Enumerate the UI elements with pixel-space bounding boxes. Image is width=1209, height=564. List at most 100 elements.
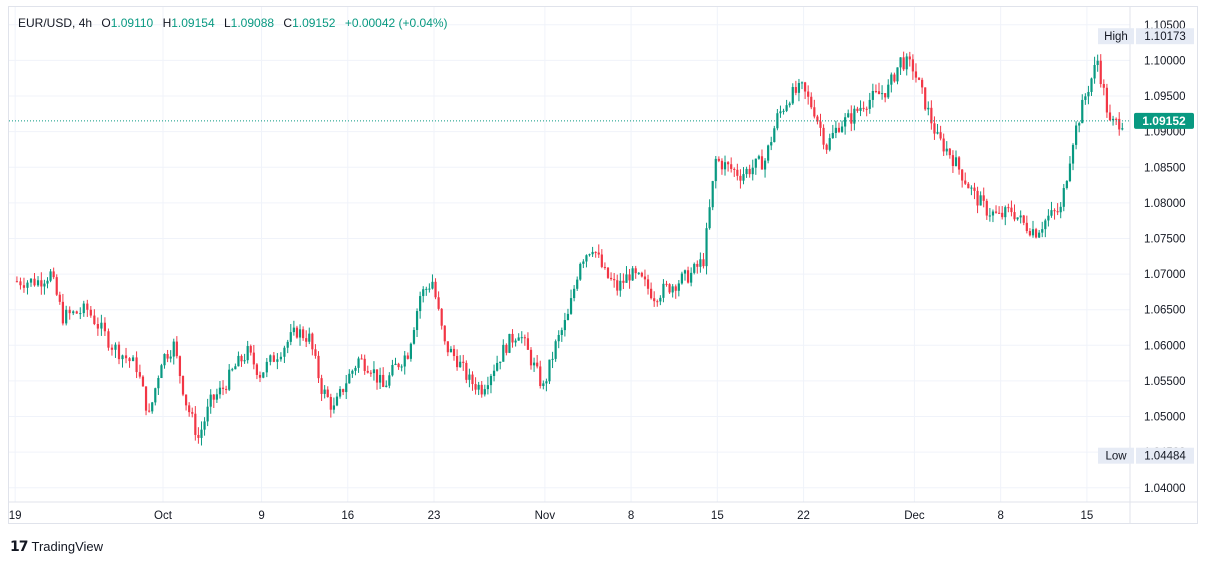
x-tick-label: 23 [428,510,441,522]
candle-body [372,369,376,374]
candle-body [455,356,459,368]
candle-body [788,103,791,106]
candle-body [311,333,314,350]
candle-body [114,344,117,350]
candle-body [597,252,600,255]
candle-body [862,107,865,109]
candle-body [1099,60,1102,85]
last-price-label: 1.09152 [1142,114,1186,128]
candle-body [178,356,182,377]
candle-body [954,157,958,167]
candle-body [1062,188,1065,207]
candle-body [415,311,419,331]
x-tick-label: 19 [9,510,22,522]
candle-body [1065,181,1068,189]
candle-body [184,394,188,406]
high-tag-label-bg [1098,28,1134,45]
candle-body [443,325,446,342]
legend-interval[interactable]: 4h [78,16,93,30]
candle-body [1013,212,1016,220]
legend-open-key: O [101,16,111,30]
candle-body [622,280,625,283]
legend-symbol[interactable]: EUR/USD [18,16,73,30]
candle-body [305,338,308,342]
candle-body [298,329,302,338]
candle-body [151,402,154,412]
candle-body [914,71,918,78]
candle-body [708,207,711,229]
candle-body [727,162,730,165]
candle-body [483,389,486,395]
candle-body [203,421,206,430]
candle-body [86,303,89,310]
candle-body [342,389,345,393]
legend-open: 1.09110 [110,16,154,30]
candle-body [289,332,292,342]
candle-body [1028,231,1032,236]
candle-body [1031,229,1035,236]
candle-body [1041,229,1044,233]
candle-body [468,374,471,380]
candle-body [874,90,878,92]
y-tick-label: 1.08500 [1144,162,1186,174]
x-tick-label: 15 [1080,510,1093,522]
y-tick-label: 1.06500 [1144,305,1186,317]
candle-body [542,383,545,387]
candle-body [388,375,391,386]
candle-body [329,397,332,410]
y-tick-label: 1.09500 [1144,91,1186,103]
candle-body [998,212,1001,214]
candle-body [816,116,819,122]
legend-low-key: L [223,16,231,30]
candle-body [394,363,397,365]
candle-body [486,385,489,390]
candle-body [265,361,268,373]
candle-body [93,315,96,324]
candle-body [79,313,82,315]
candle-body [1084,96,1087,100]
candle-body [942,138,945,152]
candle-body [26,282,29,288]
candle-body [1090,78,1093,92]
candle-body [579,263,582,280]
x-tick-label: 15 [711,510,724,522]
candle-body [385,385,388,387]
candle-body [822,127,825,145]
candle-body [936,132,939,134]
candle-body [653,298,656,302]
candle-body [859,107,862,111]
candle-body [172,341,175,357]
candle-body [711,181,714,208]
candle-body [773,128,776,143]
candle-body [856,108,859,111]
candle-body [754,158,757,168]
candle-body [733,168,736,170]
candle-body [767,145,770,161]
candle-body [800,82,804,84]
candle-body [1071,144,1075,164]
candle-body [640,272,643,277]
candle-body [1044,220,1047,230]
candle-body [480,384,483,395]
tradingview-logo-icon: 𝟭𝟳 [10,538,29,554]
candle-body [52,271,55,278]
candle-body [82,303,85,314]
tradingview-logo[interactable]: 𝟭𝟳 TradingView [10,538,103,555]
candle-body [1105,87,1109,113]
candle-body [659,297,662,302]
candle-body [471,374,474,385]
candle-body [465,362,468,380]
candle-body [745,168,748,175]
candle-body [379,374,382,383]
candle-body [124,355,128,359]
candle-body [1118,118,1121,130]
candle-body [65,309,68,324]
candle-body [844,117,847,127]
last-price-tag[interactable] [1134,112,1194,129]
candle-body [1004,207,1007,218]
candle-body [55,277,58,295]
x-tick-label: Oct [154,510,173,522]
legend-low: 1.09088 [230,16,275,30]
candle-body [477,384,480,390]
